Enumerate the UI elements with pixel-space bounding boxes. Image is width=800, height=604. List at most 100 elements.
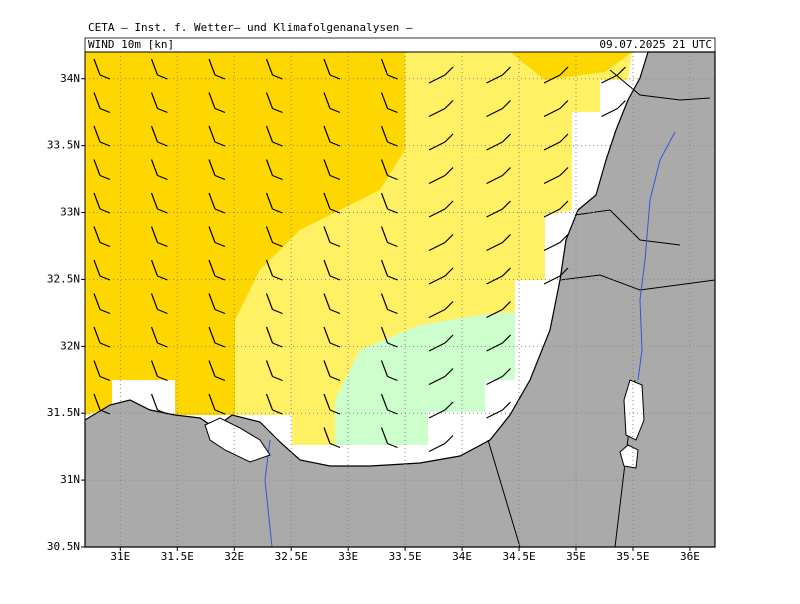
wind-barb	[208, 226, 226, 248]
wind-barb	[428, 368, 454, 386]
wind-barb	[323, 360, 341, 382]
wind-barb	[265, 259, 283, 281]
wind-barb	[265, 226, 283, 248]
wind-barb	[380, 58, 398, 80]
wind-barb	[265, 125, 283, 147]
wind-barb	[380, 293, 398, 315]
wind-barb	[380, 427, 398, 449]
wind-barb	[93, 360, 111, 382]
wind-barb	[208, 58, 226, 80]
wind-barb	[543, 133, 569, 151]
wind-barb	[380, 125, 398, 147]
wind-barb	[428, 167, 454, 185]
y-tick-label: 30.5N	[47, 540, 80, 553]
wind-barb	[208, 259, 226, 281]
wind-barb	[208, 192, 226, 214]
wind-barb	[150, 192, 168, 214]
wind-barb	[208, 326, 226, 348]
wind-barb	[323, 259, 341, 281]
borders	[487, 69, 716, 548]
lake	[204, 417, 271, 463]
field-label: WIND 10m [kn]	[88, 38, 174, 51]
plot-area	[84, 51, 716, 548]
wind-barb	[93, 192, 111, 214]
wind-barb	[265, 58, 283, 80]
wind-barb	[380, 226, 398, 248]
wind-barb	[265, 159, 283, 181]
wind-barb	[380, 159, 398, 181]
valid-time: 09.07.2025 21 UTC	[599, 38, 712, 51]
wind-barb	[323, 393, 341, 415]
wind-barb	[380, 259, 398, 281]
wind-barb	[543, 234, 569, 252]
wind-barb	[486, 66, 511, 84]
wind-barb	[208, 125, 226, 147]
wind-barb	[486, 401, 511, 419]
y-tick-label: 32.5N	[47, 272, 80, 285]
wind-barb	[380, 92, 398, 114]
wind-barb	[380, 326, 398, 348]
wind-barb	[323, 159, 341, 181]
y-tick-label: 32N	[60, 339, 80, 352]
wind-barb	[323, 326, 341, 348]
wind-barb	[486, 267, 511, 285]
wind-zone-green	[335, 312, 515, 445]
wind-barb	[380, 360, 398, 382]
wind-barb	[323, 92, 341, 114]
wind-barb	[150, 92, 168, 114]
wind-barb	[380, 393, 398, 415]
y-tick-label: 31N	[60, 473, 80, 486]
y-tick-label: 31.5N	[47, 406, 80, 419]
y-tick-label: 33.5N	[47, 139, 80, 152]
wind-barb	[486, 301, 511, 319]
wind-barb	[208, 393, 226, 415]
wind-barb	[486, 368, 511, 386]
x-tick-label: 34.5E	[502, 550, 535, 563]
wind-barb	[323, 192, 341, 214]
header-title: CETA – Inst. f. Wetter– und Klimafolgena…	[88, 21, 413, 34]
wind-barb	[93, 326, 111, 348]
x-tick-label: 35E	[566, 550, 586, 563]
wind-barb	[486, 334, 511, 352]
x-tick-label: 36E	[680, 550, 700, 563]
wind-barb	[93, 293, 111, 315]
wind-barb	[428, 301, 454, 319]
wind-barb	[150, 360, 168, 382]
wind-barb	[428, 234, 454, 252]
wind-barb	[601, 66, 626, 84]
wind-barb	[93, 259, 111, 281]
wind-barb	[265, 393, 283, 415]
wind-barb	[208, 360, 226, 382]
wind-barb	[323, 58, 341, 80]
wind-barb	[93, 226, 111, 248]
wind-barb	[93, 58, 111, 80]
wind-barb	[543, 267, 569, 285]
wind-barb	[265, 326, 283, 348]
wind-barb	[93, 125, 111, 147]
wind-barb	[380, 192, 398, 214]
wind-barb	[428, 267, 454, 285]
wind-barb	[486, 133, 511, 151]
wind-barb	[93, 92, 111, 114]
x-tick-label: 31E	[110, 550, 130, 563]
wind-barbs	[93, 58, 626, 453]
x-tick-label: 32E	[224, 550, 244, 563]
wind-barb	[208, 92, 226, 114]
wind-barb	[265, 293, 283, 315]
wind-barb	[428, 200, 454, 218]
wind-barb	[601, 100, 626, 118]
wind-zone-gold	[85, 52, 405, 415]
wind-barb	[150, 293, 168, 315]
wind-barb	[323, 226, 341, 248]
wind-barb	[428, 66, 454, 84]
wind-barb	[265, 192, 283, 214]
wind-barb	[428, 100, 454, 118]
x-tick-label: 33.5E	[389, 550, 422, 563]
wind-barb	[486, 200, 511, 218]
x-tick-label: 34E	[452, 550, 472, 563]
wind-barb	[323, 293, 341, 315]
wind-barb	[428, 334, 454, 352]
wind-barb	[208, 293, 226, 315]
wind-barb	[150, 226, 168, 248]
